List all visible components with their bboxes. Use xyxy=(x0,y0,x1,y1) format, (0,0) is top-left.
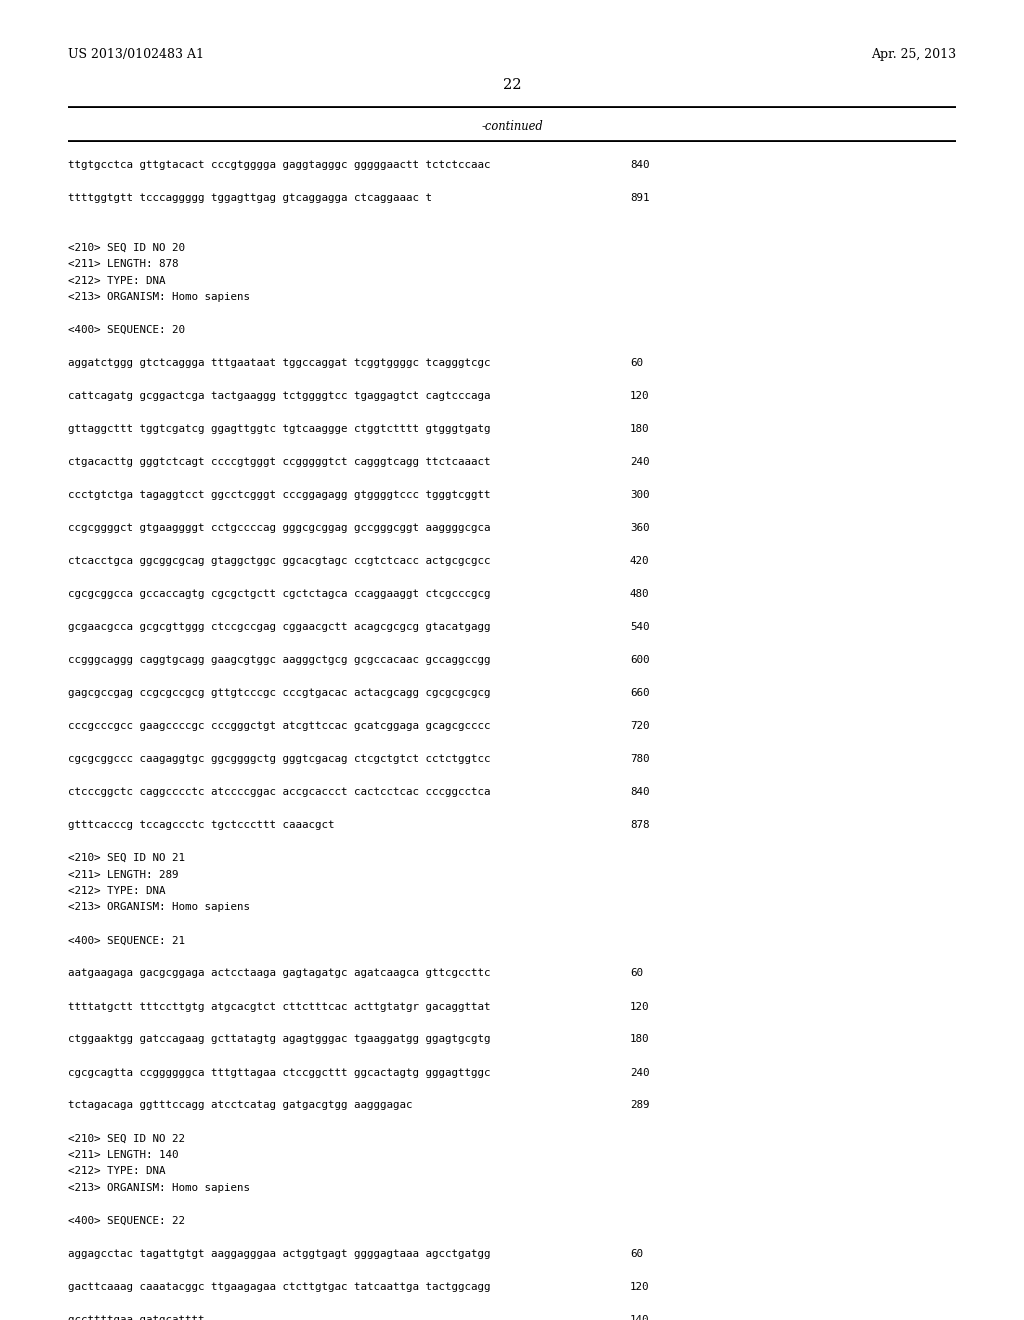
Text: 720: 720 xyxy=(630,721,649,731)
Text: 540: 540 xyxy=(630,622,649,632)
Text: 140: 140 xyxy=(630,1315,649,1320)
Text: 120: 120 xyxy=(630,1002,649,1011)
Text: 289: 289 xyxy=(630,1101,649,1110)
Text: <213> ORGANISM: Homo sapiens: <213> ORGANISM: Homo sapiens xyxy=(68,292,250,302)
Text: 60: 60 xyxy=(630,969,643,978)
Text: 840: 840 xyxy=(630,787,649,797)
Text: gttaggcttt tggtcgatcg ggagttggtc tgtcaaggge ctggtctttt gtgggtgatg: gttaggcttt tggtcgatcg ggagttggtc tgtcaag… xyxy=(68,424,490,434)
Text: gacttcaaag caaatacggc ttgaagagaa ctcttgtgac tatcaattga tactggcagg: gacttcaaag caaatacggc ttgaagagaa ctcttgt… xyxy=(68,1282,490,1292)
Text: cgcgcagtta ccggggggca tttgttagaa ctccggcttt ggcactagtg gggagttggc: cgcgcagtta ccggggggca tttgttagaa ctccggc… xyxy=(68,1068,490,1077)
Text: 22: 22 xyxy=(503,78,521,92)
Text: tctagacaga ggtttccagg atcctcatag gatgacgtgg aagggagac: tctagacaga ggtttccagg atcctcatag gatgacg… xyxy=(68,1101,413,1110)
Text: Apr. 25, 2013: Apr. 25, 2013 xyxy=(870,48,956,61)
Text: <211> LENGTH: 878: <211> LENGTH: 878 xyxy=(68,259,178,269)
Text: US 2013/0102483 A1: US 2013/0102483 A1 xyxy=(68,48,204,61)
Text: ttgtgcctca gttgtacact cccgtgggga gaggtagggc gggggaactt tctctccaac: ttgtgcctca gttgtacact cccgtgggga gaggtag… xyxy=(68,160,490,170)
Text: ctcacctgca ggcggcgcag gtaggctggc ggcacgtagc ccgtctcacc actgcgcgcc: ctcacctgca ggcggcgcag gtaggctggc ggcacgt… xyxy=(68,556,490,566)
Text: <213> ORGANISM: Homo sapiens: <213> ORGANISM: Homo sapiens xyxy=(68,903,250,912)
Text: <210> SEQ ID NO 21: <210> SEQ ID NO 21 xyxy=(68,853,185,863)
Text: -continued: -continued xyxy=(481,120,543,133)
Text: <212> TYPE: DNA: <212> TYPE: DNA xyxy=(68,886,166,896)
Text: gcgaacgcca gcgcgttggg ctccgccgag cggaacgctt acagcgcgcg gtacatgagg: gcgaacgcca gcgcgttggg ctccgccgag cggaacg… xyxy=(68,622,490,632)
Text: ccgggcaggg caggtgcagg gaagcgtggc aagggctgcg gcgccacaac gccaggccgg: ccgggcaggg caggtgcagg gaagcgtggc aagggct… xyxy=(68,655,490,665)
Text: aggagcctac tagattgtgt aaggagggaa actggtgagt ggggagtaaa agcctgatgg: aggagcctac tagattgtgt aaggagggaa actggtg… xyxy=(68,1249,490,1259)
Text: ttttatgctt tttccttgtg atgcacgtct cttctttcac acttgtatgr gacaggttat: ttttatgctt tttccttgtg atgcacgtct cttcttt… xyxy=(68,1002,490,1011)
Text: <212> TYPE: DNA: <212> TYPE: DNA xyxy=(68,276,166,285)
Text: gccttttgaa gatgcatttt: gccttttgaa gatgcatttt xyxy=(68,1315,205,1320)
Text: gagcgccgag ccgcgccgcg gttgtcccgc cccgtgacac actacgcagg cgcgcgcgcg: gagcgccgag ccgcgccgcg gttgtcccgc cccgtga… xyxy=(68,688,490,698)
Text: 120: 120 xyxy=(630,391,649,401)
Text: 420: 420 xyxy=(630,556,649,566)
Text: gtttcacccg tccagccctc tgctcccttt caaacgct: gtttcacccg tccagccctc tgctcccttt caaacgc… xyxy=(68,820,335,830)
Text: <213> ORGANISM: Homo sapiens: <213> ORGANISM: Homo sapiens xyxy=(68,1183,250,1193)
Text: <400> SEQUENCE: 22: <400> SEQUENCE: 22 xyxy=(68,1216,185,1226)
Text: ccctgtctga tagaggtcct ggcctcgggt cccggagagg gtggggtccc tgggtcggtt: ccctgtctga tagaggtcct ggcctcgggt cccggag… xyxy=(68,490,490,500)
Text: ctggaaktgg gatccagaag gcttatagtg agagtgggac tgaaggatgg ggagtgcgtg: ctggaaktgg gatccagaag gcttatagtg agagtgg… xyxy=(68,1035,490,1044)
Text: <211> LENGTH: 140: <211> LENGTH: 140 xyxy=(68,1150,178,1160)
Text: <211> LENGTH: 289: <211> LENGTH: 289 xyxy=(68,870,178,879)
Text: ctcccggctc caggcccctc atccccggac accgcaccct cactcctcac cccggcctca: ctcccggctc caggcccctc atccccggac accgcac… xyxy=(68,787,490,797)
Text: 240: 240 xyxy=(630,1068,649,1077)
Text: <400> SEQUENCE: 21: <400> SEQUENCE: 21 xyxy=(68,936,185,945)
Text: 60: 60 xyxy=(630,358,643,368)
Text: 300: 300 xyxy=(630,490,649,500)
Text: <212> TYPE: DNA: <212> TYPE: DNA xyxy=(68,1167,166,1176)
Text: <210> SEQ ID NO 22: <210> SEQ ID NO 22 xyxy=(68,1134,185,1143)
Text: 780: 780 xyxy=(630,754,649,764)
Text: 878: 878 xyxy=(630,820,649,830)
Text: 180: 180 xyxy=(630,1035,649,1044)
Text: 360: 360 xyxy=(630,523,649,533)
Text: cattcagatg gcggactcga tactgaaggg tctggggtcc tgaggagtct cagtcccaga: cattcagatg gcggactcga tactgaaggg tctgggg… xyxy=(68,391,490,401)
Text: 891: 891 xyxy=(630,193,649,203)
Text: 600: 600 xyxy=(630,655,649,665)
Text: 480: 480 xyxy=(630,589,649,599)
Text: 60: 60 xyxy=(630,1249,643,1259)
Text: cccgcccgcc gaagccccgc cccgggctgt atcgttccac gcatcggaga gcagcgcccc: cccgcccgcc gaagccccgc cccgggctgt atcgttc… xyxy=(68,721,490,731)
Text: 840: 840 xyxy=(630,160,649,170)
Text: 660: 660 xyxy=(630,688,649,698)
Text: <400> SEQUENCE: 20: <400> SEQUENCE: 20 xyxy=(68,325,185,335)
Text: <210> SEQ ID NO 20: <210> SEQ ID NO 20 xyxy=(68,243,185,252)
Text: 180: 180 xyxy=(630,424,649,434)
Text: ttttggtgtt tcccaggggg tggagttgag gtcaggagga ctcaggaaac t: ttttggtgtt tcccaggggg tggagttgag gtcagga… xyxy=(68,193,432,203)
Text: ctgacacttg gggtctcagt ccccgtgggt ccgggggtct cagggtcagg ttctcaaact: ctgacacttg gggtctcagt ccccgtgggt ccggggg… xyxy=(68,457,490,467)
Text: aggatctggg gtctcaggga tttgaataat tggccaggat tcggtggggc tcagggtcgc: aggatctggg gtctcaggga tttgaataat tggccag… xyxy=(68,358,490,368)
Text: cgcgcggccc caagaggtgc ggcggggctg gggtcgacag ctcgctgtct cctctggtcc: cgcgcggccc caagaggtgc ggcggggctg gggtcga… xyxy=(68,754,490,764)
Text: 120: 120 xyxy=(630,1282,649,1292)
Text: aatgaagaga gacgcggaga actcctaaga gagtagatgc agatcaagca gttcgccttc: aatgaagaga gacgcggaga actcctaaga gagtaga… xyxy=(68,969,490,978)
Text: ccgcggggct gtgaaggggt cctgccccag gggcgcggag gccgggcggt aaggggcgca: ccgcggggct gtgaaggggt cctgccccag gggcgcg… xyxy=(68,523,490,533)
Text: cgcgcggcca gccaccagtg cgcgctgctt cgctctagca ccaggaaggt ctcgcccgcg: cgcgcggcca gccaccagtg cgcgctgctt cgctcta… xyxy=(68,589,490,599)
Text: 240: 240 xyxy=(630,457,649,467)
